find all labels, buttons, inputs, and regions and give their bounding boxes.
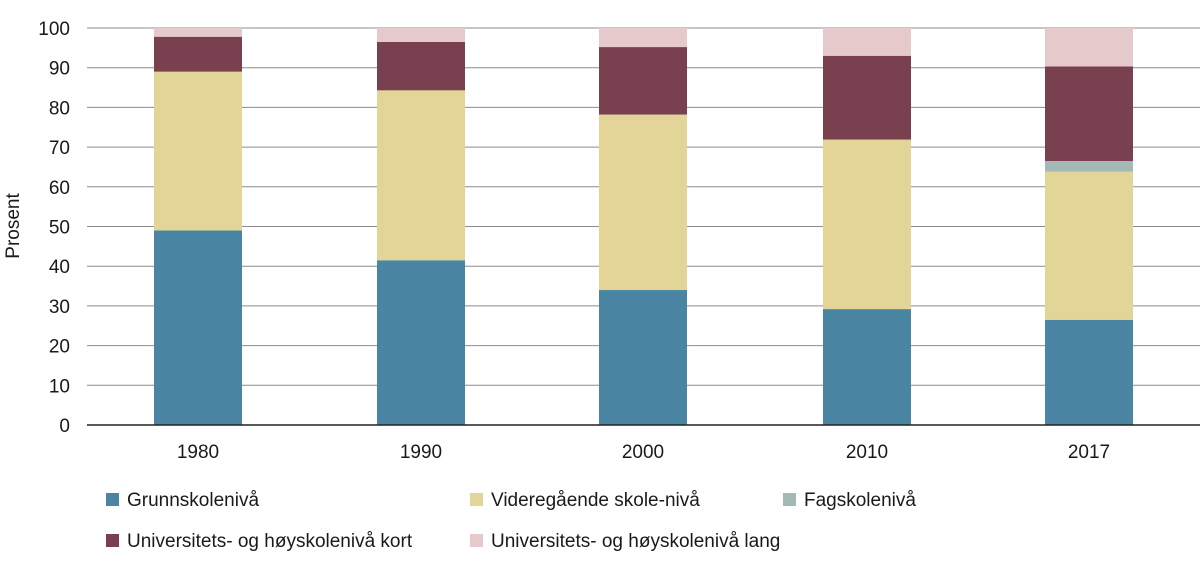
bar-segment	[599, 290, 687, 425]
y-tick-label: 70	[49, 138, 70, 159]
bar-segment	[599, 47, 687, 115]
y-axis-label: Prosent	[3, 193, 24, 259]
bar-segment	[377, 28, 465, 42]
bar-segment	[1045, 171, 1133, 320]
legend: Grunnskolenivå Videregående skole-nivå Fag…	[106, 490, 916, 552]
legend-label: Fagskolenivå	[804, 490, 916, 511]
legend-item: Grunnskolenivå	[106, 490, 259, 511]
bar-segment	[599, 114, 687, 291]
legend-swatch	[470, 493, 483, 506]
x-tick-label: 2000	[622, 442, 664, 463]
y-tick-label: 50	[49, 218, 70, 239]
bar-segment	[1045, 28, 1133, 67]
y-tick-label: 90	[49, 59, 70, 80]
y-tick-label: 100	[38, 19, 70, 40]
bar-segment	[377, 41, 465, 91]
legend-label: Videregående skole-nivå	[491, 490, 700, 511]
y-tick-label: 60	[49, 178, 70, 199]
bar-segment	[154, 36, 242, 72]
bar-segment	[823, 28, 911, 56]
bar-segment	[154, 230, 242, 425]
bar-segment	[823, 139, 911, 310]
bar-segment	[377, 90, 465, 261]
y-axis-ticks: 0 10 20 30 40 50 60 70 80 90 100	[38, 19, 70, 437]
y-tick-label: 20	[49, 337, 70, 358]
legend-label: Universitets- og høyskolenivå kort	[127, 531, 413, 552]
bar-segment	[599, 28, 687, 48]
bar-segment	[1045, 66, 1133, 161]
legend-swatch	[106, 534, 119, 547]
bars	[154, 28, 1133, 425]
bar-segment	[154, 28, 242, 37]
bar-segment	[377, 260, 465, 425]
y-tick-label: 0	[59, 416, 70, 437]
x-tick-label: 2010	[846, 442, 888, 463]
x-tick-label: 2017	[1068, 442, 1110, 463]
x-tick-label: 1990	[400, 442, 442, 463]
x-tick-label: 1980	[177, 442, 219, 463]
legend-label: Universitets- og høyskolenivå lang	[491, 531, 780, 552]
bar-segment	[823, 309, 911, 425]
bar-segment	[823, 55, 911, 140]
legend-item: Universitets- og høyskolenivå lang	[470, 531, 780, 552]
bar-segment	[154, 71, 242, 231]
bar-segment	[1045, 319, 1133, 425]
legend-item: Universitets- og høyskolenivå kort	[106, 531, 413, 552]
x-axis-ticks: 1980 1990 2000 2010 2017	[177, 442, 1110, 463]
y-tick-label: 30	[49, 297, 70, 318]
legend-item: Videregående skole-nivå	[470, 490, 700, 511]
y-tick-label: 40	[49, 257, 70, 278]
y-tick-label: 10	[49, 376, 70, 397]
legend-swatch	[106, 493, 119, 506]
bar-segment	[1045, 160, 1133, 172]
y-tick-label: 80	[49, 98, 70, 119]
legend-swatch	[470, 534, 483, 547]
legend-swatch	[783, 493, 796, 506]
legend-item: Fagskolenivå	[783, 490, 916, 511]
legend-label: Grunnskolenivå	[127, 490, 259, 511]
